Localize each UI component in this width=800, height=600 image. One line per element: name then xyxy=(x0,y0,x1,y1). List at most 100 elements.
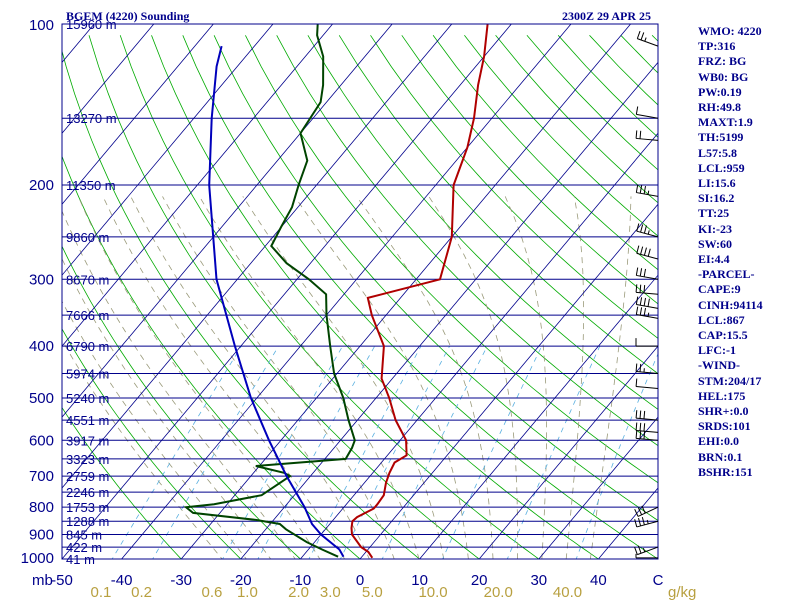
height-label: 13270 m xyxy=(66,111,117,126)
mixing-ratio-label: 20.0 xyxy=(484,584,513,600)
plot-frame xyxy=(61,23,659,560)
index-line: CAP:15.5 xyxy=(698,328,748,343)
wind-barb xyxy=(635,378,659,389)
barb-flag xyxy=(635,430,638,439)
height-label: 422 m xyxy=(66,540,102,555)
index-line: -PARCEL- xyxy=(698,267,755,282)
temperature-tick-label: -20 xyxy=(230,572,252,589)
barb-flag xyxy=(639,268,643,277)
barb-shaft xyxy=(636,274,659,280)
barb-flag xyxy=(634,508,639,517)
dry-adiabat xyxy=(62,328,242,559)
pressure-tick-label: 500 xyxy=(29,390,54,407)
height-label: 41 m xyxy=(66,552,95,567)
wind-barb xyxy=(635,284,659,295)
index-line: TT:25 xyxy=(698,206,730,221)
moist-adiabat xyxy=(102,196,346,559)
barb-shaft xyxy=(636,252,659,260)
temperature-tick-label: -30 xyxy=(170,572,192,589)
mixing-ratio-label: 10.0 xyxy=(418,584,447,600)
barb-flag xyxy=(635,378,638,387)
index-line: HEL:175 xyxy=(698,388,746,403)
barb-flag xyxy=(643,307,647,317)
index-line: CAPE:9 xyxy=(698,282,741,297)
pressure-tick-label: 700 xyxy=(29,468,54,485)
mixing-ratio-label: 0.2 xyxy=(131,584,152,600)
isotherm xyxy=(62,24,512,559)
barb-flag xyxy=(639,297,643,306)
index-line: EI:4.4 xyxy=(698,252,730,267)
barb-flag xyxy=(643,185,647,195)
barb-shaft xyxy=(636,520,659,528)
moist-adiabat xyxy=(294,196,469,559)
barb-flag xyxy=(643,268,647,277)
barb-flag xyxy=(639,363,642,372)
mixing-ratio-label: 0.6 xyxy=(202,584,223,600)
barb-flag xyxy=(643,423,646,432)
barb-shaft xyxy=(636,437,659,441)
index-line: RH:49.8 xyxy=(698,100,741,115)
height-label: 6790 m xyxy=(66,339,109,354)
index-line: CINH:94114 xyxy=(698,297,763,312)
height-label: 7666 m xyxy=(66,308,109,323)
dry-adiabat xyxy=(62,155,361,559)
grid-lines xyxy=(62,24,658,559)
barb-flag xyxy=(647,248,651,257)
barb-flag xyxy=(635,284,638,293)
index-line: SI:16.2 xyxy=(698,191,735,206)
wind-barb xyxy=(635,338,658,347)
temperature-tick-label: -40 xyxy=(111,572,133,589)
dry-adiabat xyxy=(401,35,658,305)
isotherm xyxy=(240,61,658,559)
wind-barb xyxy=(636,223,659,238)
index-line: STM:204/17 xyxy=(698,373,762,388)
mixing-ratio-line xyxy=(442,345,543,559)
barb-flag xyxy=(635,363,638,372)
barb-flag xyxy=(638,518,642,527)
index-line: EHI:0.0 xyxy=(698,434,740,449)
wind-barb xyxy=(635,363,659,374)
barb-flag xyxy=(640,32,645,41)
height-label: 2759 m xyxy=(66,469,109,484)
temperature-tick-label: -10 xyxy=(290,572,312,589)
barb-half-flag xyxy=(647,230,650,235)
sounding-indices-panel: WMO: 4220 TP:316 FRZ: BG WB0: BG PW:0.19 RH:4… xyxy=(698,24,798,480)
isotherm xyxy=(62,24,453,489)
mixing-ratio-line xyxy=(506,345,601,559)
isotherm xyxy=(62,24,214,205)
barb-flag xyxy=(639,410,642,419)
barb-flag xyxy=(634,519,638,528)
index-line: SW:60 xyxy=(698,236,733,251)
barb-half-flag xyxy=(647,312,650,317)
mixing-ratio-line xyxy=(575,352,658,559)
index-line: WMO: 4220 xyxy=(698,24,762,38)
moist-adiabat xyxy=(356,196,494,559)
dry-adiabat xyxy=(370,35,658,339)
barb-flag xyxy=(643,225,647,234)
dry-adiabat xyxy=(119,35,540,559)
barb-flag xyxy=(641,505,646,514)
parcel-trace xyxy=(208,45,345,558)
temperature-trace xyxy=(350,24,489,559)
barb-flag xyxy=(639,422,642,431)
temperature-tick-label: 30 xyxy=(530,572,547,589)
barb-flag xyxy=(639,130,642,139)
mixing-ratio-label: 1.0 xyxy=(237,584,258,600)
wind-barbs xyxy=(634,24,659,559)
index-line: -WIND- xyxy=(698,358,740,373)
barb-flag xyxy=(636,245,640,254)
index-line: BSHR:151 xyxy=(698,464,753,479)
height-label: 3323 m xyxy=(66,452,109,467)
station-title: BGEM (4220) Sounding xyxy=(66,9,190,23)
isotherm xyxy=(62,24,393,418)
height-label: 2246 m xyxy=(66,485,109,500)
barb-flag xyxy=(639,284,642,293)
dry-adiabat xyxy=(245,35,658,484)
mixing-ratio-label: 40.0 xyxy=(553,584,582,600)
wind-barb xyxy=(635,106,659,119)
wind-barb xyxy=(635,130,659,141)
moist-adiabat xyxy=(589,196,632,559)
dry-adiabat xyxy=(62,245,301,559)
barb-flag xyxy=(643,431,646,440)
barb-flag xyxy=(643,297,647,306)
